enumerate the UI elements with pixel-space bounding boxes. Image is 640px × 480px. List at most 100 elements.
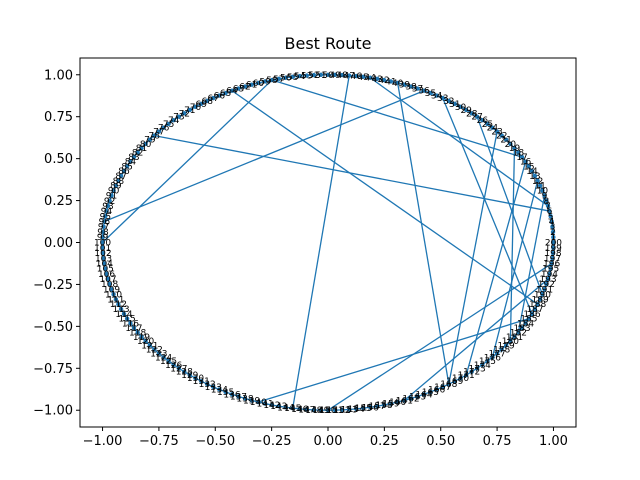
city-point: [544, 198, 549, 203]
route-chord: [397, 82, 450, 385]
city-point: [547, 208, 552, 214]
city-index-label: 4: [549, 217, 555, 227]
city-point: [526, 164, 532, 169]
city-index-label: 144: [277, 403, 294, 413]
city-index-label: 131: [193, 377, 210, 387]
city-index-label: 86: [118, 167, 130, 177]
city-index-label: 8: [544, 197, 550, 207]
city-point: [128, 321, 133, 326]
city-point: [102, 261, 107, 266]
y-tick-label: −0.75: [33, 362, 73, 377]
city-index-label: 22: [496, 132, 507, 142]
city-point: [256, 80, 261, 86]
city-index-label: 108: [101, 280, 118, 290]
city-index-label: 51: [315, 71, 326, 81]
city-index-label: 70: [190, 103, 202, 113]
city-index-label: 199: [545, 244, 562, 254]
city-index-label: 101: [94, 244, 111, 254]
city-point: [474, 366, 480, 371]
city-point: [103, 266, 108, 271]
city-point: [508, 141, 513, 147]
city-index-label: 181: [506, 333, 523, 343]
city-index-label: 121: [141, 341, 158, 351]
city-index-label: 36: [418, 87, 430, 97]
city-index-label: 25: [482, 120, 493, 130]
city-point: [542, 193, 547, 198]
city-point: [124, 316, 130, 321]
city-index-label: 28: [466, 109, 478, 119]
city-point: [512, 146, 517, 151]
city-point: [242, 84, 248, 89]
y-tick-label: 1.00: [44, 68, 73, 83]
city-index-label: 79: [144, 136, 156, 146]
city-index-label: 135: [217, 388, 234, 398]
city-point: [199, 101, 204, 106]
city-index-label: 15: [523, 162, 534, 172]
city-index-label: 113: [112, 305, 129, 315]
city-point: [161, 355, 166, 360]
city-index-label: 195: [542, 265, 559, 275]
city-index-label: 168: [440, 380, 457, 390]
city-point: [332, 407, 338, 413]
city-point: [503, 343, 509, 348]
city-point: [152, 347, 157, 352]
city-point: [204, 98, 210, 104]
city-index-label: 175: [479, 357, 496, 367]
city-index-label: 52: [308, 71, 319, 81]
x-tick-label: −0.25: [252, 434, 292, 449]
route-chord: [491, 180, 539, 358]
city-index-label: 1: [550, 233, 556, 243]
city-index-label: 123: [150, 349, 167, 359]
city-index-label: 74: [168, 116, 180, 126]
city-index-label: 6: [547, 207, 553, 217]
city-index-label: 14: [526, 167, 538, 177]
city-point: [452, 101, 457, 106]
city-point: [111, 188, 116, 193]
city-point: [339, 407, 345, 413]
city-index-label: 115: [119, 315, 136, 325]
y-tick-label: 0.00: [44, 236, 73, 251]
city-index-label: 142: [263, 401, 280, 411]
city-point: [121, 311, 127, 317]
city-point: [421, 392, 427, 397]
city-point: [550, 250, 556, 256]
city-index-label: 130: [187, 374, 204, 384]
city-index-label: 54: [294, 72, 306, 82]
city-point: [388, 79, 394, 84]
city-point: [111, 292, 116, 297]
city-index-label: 189: [532, 295, 549, 305]
city-index-label: 18: [513, 149, 525, 159]
city-index-label: 172: [463, 368, 480, 378]
city-index-label: 81: [136, 144, 147, 154]
city-point: [105, 276, 111, 282]
city-index-label: 190: [534, 290, 551, 300]
city-index-label: 165: [422, 388, 439, 398]
city-point: [325, 408, 331, 413]
city-point: [537, 297, 543, 302]
city-point: [388, 401, 394, 406]
city-point: [485, 121, 490, 127]
city-point: [415, 394, 420, 399]
city-point: [223, 90, 228, 96]
city-point: [102, 219, 107, 224]
city-point: [283, 405, 288, 410]
city-point: [290, 405, 295, 411]
city-index-label: 34: [431, 92, 443, 102]
city-index-label: 194: [541, 270, 558, 280]
city-point: [269, 77, 275, 83]
city-point: [519, 325, 525, 331]
city-index-label: 88: [113, 177, 125, 187]
city-index-label: 42: [378, 76, 389, 86]
city-point: [526, 316, 532, 321]
city-point: [446, 381, 452, 387]
city-point: [161, 125, 166, 130]
city-index-label: 47: [343, 72, 354, 82]
city-index-label: 183: [513, 324, 530, 334]
city-index-label: 69: [196, 100, 208, 110]
city-index-label: 178: [493, 345, 510, 355]
city-point: [549, 261, 554, 266]
city-point: [395, 80, 400, 86]
city-point: [262, 79, 268, 84]
city-point: [109, 287, 114, 292]
city-index-label: 64: [226, 87, 238, 97]
